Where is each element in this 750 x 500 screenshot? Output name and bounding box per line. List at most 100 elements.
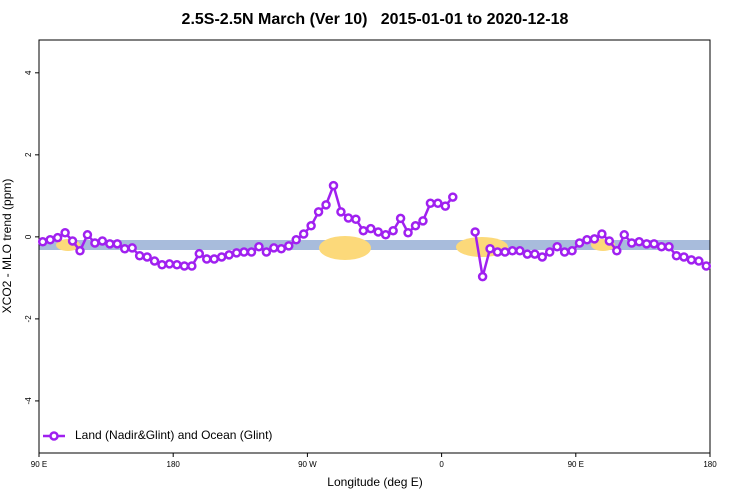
data-point (619, 230, 630, 240)
data-point (172, 260, 182, 270)
data-point (209, 254, 219, 264)
legend-label: Land (Nadir&Glint) and Ocean (Glint) (75, 428, 272, 442)
data-point (395, 213, 406, 224)
data-point (306, 221, 316, 231)
data-point (45, 234, 55, 245)
y-tick-label: 2 (24, 152, 33, 157)
y-tick-label: -4 (24, 397, 33, 405)
chart-title: 2.5S-2.5N March (Ver 10) 2015-01-01 to 2… (182, 11, 569, 28)
data-point (544, 247, 555, 257)
data-point (418, 216, 428, 226)
legend-marker (49, 431, 59, 441)
data-point (380, 230, 391, 240)
data-point (500, 247, 510, 257)
data-point (75, 246, 85, 256)
x-tick-label: 90 E (568, 460, 584, 469)
data-point (537, 252, 547, 262)
data-point (373, 227, 383, 237)
data-point (269, 243, 279, 253)
data-point (612, 246, 622, 256)
data-point (477, 271, 488, 282)
data-point (671, 250, 682, 261)
data-point (559, 247, 570, 257)
data-point (448, 192, 458, 202)
data-point (321, 200, 331, 210)
data-point (366, 223, 376, 234)
data-point (574, 238, 585, 248)
data-point (336, 207, 346, 217)
data-point (112, 239, 123, 249)
data-point (686, 255, 697, 265)
data-point (239, 247, 249, 257)
data-point (351, 214, 361, 224)
data-point (492, 247, 503, 257)
data-point (582, 234, 592, 245)
data-point (291, 234, 301, 245)
x-tick-label: 180 (703, 460, 717, 469)
data-point (515, 246, 525, 256)
data-point (403, 228, 413, 238)
ocean-band (39, 240, 710, 250)
data-point (589, 234, 600, 244)
data-point (664, 241, 674, 252)
data-point (37, 237, 48, 247)
data-point (656, 241, 667, 252)
data-point (164, 259, 175, 269)
data-point (298, 229, 309, 239)
data-point (194, 248, 205, 259)
data-point (679, 252, 689, 262)
x-tick-label: 90 W (298, 460, 317, 469)
data-point (507, 246, 518, 256)
data-point (641, 239, 652, 249)
plot-frame (38, 39, 711, 454)
data-point (634, 237, 644, 247)
data-point (134, 250, 145, 261)
data-point (649, 239, 659, 249)
data-point (522, 249, 533, 259)
data-point (149, 256, 160, 266)
data-point (60, 228, 70, 238)
data-point (52, 232, 63, 243)
data-point (179, 261, 190, 271)
y-tick-label: 0 (24, 234, 33, 239)
data-point (157, 260, 167, 270)
data-point (216, 252, 227, 262)
data-point (701, 261, 712, 271)
data-point (224, 250, 234, 260)
data-point (231, 248, 242, 258)
data-point (567, 246, 577, 256)
data-point (604, 236, 615, 246)
data-point (119, 244, 130, 254)
data-point (358, 225, 369, 236)
y-tick-label: 4 (24, 70, 33, 75)
data-point (284, 241, 294, 251)
data-point (626, 238, 637, 248)
data-point (187, 261, 197, 271)
data-point (388, 225, 398, 236)
data-point (261, 247, 272, 257)
data-point (694, 256, 704, 266)
x-tick-label: 180 (167, 460, 181, 469)
data-point (343, 213, 354, 223)
y-axis-label: XCO2 - MLO trend (ppm) (0, 179, 14, 314)
data-point (67, 236, 78, 246)
data-point (485, 244, 495, 254)
data-point (254, 241, 264, 252)
data-point (433, 198, 443, 208)
x-axis-label: Longitude (deg E) (327, 475, 422, 489)
data-point (470, 227, 480, 237)
data-point (90, 238, 100, 248)
data-point (246, 247, 257, 257)
data-point (82, 230, 93, 240)
data-point (313, 207, 324, 217)
data-point (328, 180, 339, 191)
data-point (440, 201, 451, 211)
data-point (127, 243, 137, 253)
data-point (530, 249, 540, 259)
data-point (142, 252, 152, 262)
data-point (276, 244, 287, 254)
data-point (97, 236, 108, 246)
data-point (202, 254, 212, 264)
land-patch (319, 236, 371, 260)
